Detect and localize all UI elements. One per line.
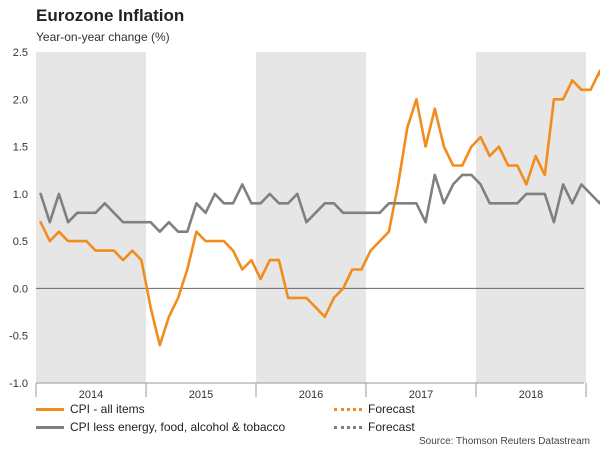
y-tick-label: -0.5 [9,331,28,343]
shaded-year-2018 [476,52,586,383]
chart-subtitle: Year-on-year change (%) [36,30,170,44]
legend-core-swatch [36,426,64,430]
x-tick-label: 2016 [299,389,323,401]
y-tick-label: 1.5 [13,142,28,154]
source-note: Source: Thomson Reuters Datastream [418,436,590,447]
legend-cpi: CPI - all items [36,402,145,416]
shaded-year-2014 [36,52,146,383]
legend-cpi-label: CPI - all items [70,402,145,416]
legend-cpi-forecast-swatch [334,408,362,412]
y-tick-label: 2.5 [13,47,28,59]
series-core-line [39,173,600,233]
x-tick-label: 2017 [409,389,433,401]
legend-cpi-forecast: Forecast [334,402,415,416]
chart-title: Eurozone Inflation [36,6,185,25]
y-tick-label: 1.0 [13,189,28,201]
legend-core: CPI less energy, food, alcohol & tobacco [36,420,285,434]
legend-cpi-forecast-label: Forecast [368,402,415,416]
series-cpi-line [39,69,600,347]
legend-core-forecast: Forecast [334,420,415,434]
y-tick-label: -1.0 [9,378,28,390]
x-tick-label: 2015 [189,389,213,401]
y-tick-label: 2.0 [13,94,28,106]
legend-cpi-swatch [36,408,64,412]
legend-core-forecast-label: Forecast [368,420,415,434]
x-tick-label: 2014 [79,389,103,401]
y-tick-label: 0.0 [13,283,28,295]
legend-core-forecast-swatch [334,426,362,430]
y-tick-label: 0.5 [13,236,28,248]
x-tick-label: 2018 [519,389,543,401]
legend-core-label: CPI less energy, food, alcohol & tobacco [70,420,286,434]
